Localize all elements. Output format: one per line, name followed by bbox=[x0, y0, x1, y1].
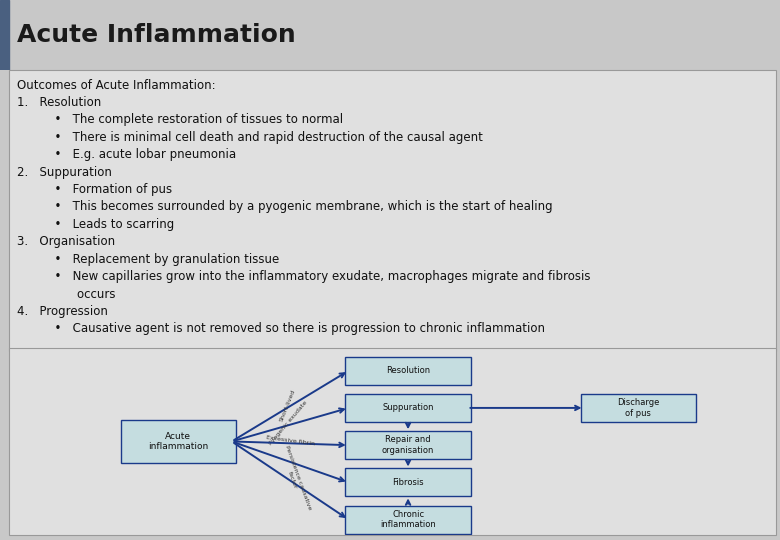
Bar bbox=[0, 0, 9, 70]
FancyBboxPatch shape bbox=[345, 394, 471, 422]
Text: Outcomes of Acute Inflammation:: Outcomes of Acute Inflammation: bbox=[17, 79, 215, 92]
FancyBboxPatch shape bbox=[345, 506, 471, 534]
Text: •   E.g. acute lobar pneumonia: • E.g. acute lobar pneumonia bbox=[17, 148, 236, 161]
FancyBboxPatch shape bbox=[345, 469, 471, 496]
Text: Pyogenic exudate: Pyogenic exudate bbox=[268, 400, 308, 446]
Text: Persistence causative
factor: Persistence causative factor bbox=[278, 445, 312, 512]
Text: Repair and
organisation: Repair and organisation bbox=[382, 435, 434, 455]
Text: •   Leads to scarring: • Leads to scarring bbox=[17, 218, 174, 231]
Text: Excessive fibrin: Excessive fibrin bbox=[266, 435, 315, 447]
Text: Chronic
inflammation: Chronic inflammation bbox=[380, 510, 436, 529]
Text: Suppuration: Suppuration bbox=[382, 403, 434, 413]
FancyBboxPatch shape bbox=[9, 348, 776, 535]
Text: •   This becomes surrounded by a pyogenic membrane, which is the start of healin: • This becomes surrounded by a pyogenic … bbox=[17, 200, 553, 213]
FancyBboxPatch shape bbox=[345, 431, 471, 459]
Text: 3.   Organisation: 3. Organisation bbox=[17, 235, 115, 248]
FancyBboxPatch shape bbox=[9, 70, 776, 351]
FancyBboxPatch shape bbox=[345, 357, 471, 384]
Text: •   There is minimal cell death and rapid destruction of the causal agent: • There is minimal cell death and rapid … bbox=[17, 131, 483, 144]
Text: Resolution: Resolution bbox=[386, 366, 430, 375]
Text: Short-lived: Short-lived bbox=[279, 388, 296, 422]
Text: •   Replacement by granulation tissue: • Replacement by granulation tissue bbox=[17, 253, 279, 266]
Text: Fibrosis: Fibrosis bbox=[392, 478, 424, 487]
Text: 2.   Suppuration: 2. Suppuration bbox=[17, 166, 112, 179]
Text: Acute
inflammation: Acute inflammation bbox=[148, 432, 208, 451]
FancyBboxPatch shape bbox=[121, 420, 236, 463]
Text: •   New capillaries grow into the inflammatory exudate, macrophages migrate and : • New capillaries grow into the inflamma… bbox=[17, 270, 590, 283]
Text: •   The complete restoration of tissues to normal: • The complete restoration of tissues to… bbox=[17, 113, 343, 126]
Text: occurs: occurs bbox=[17, 287, 115, 301]
Text: 4.   Progression: 4. Progression bbox=[17, 305, 108, 318]
Text: Acute Inflammation: Acute Inflammation bbox=[17, 23, 296, 47]
Text: •   Causative agent is not removed so there is progression to chronic inflammati: • Causative agent is not removed so ther… bbox=[17, 322, 545, 335]
Text: •   Formation of pus: • Formation of pus bbox=[17, 183, 172, 196]
Text: Discharge
of pus: Discharge of pus bbox=[617, 398, 659, 417]
FancyBboxPatch shape bbox=[580, 394, 696, 422]
Text: 1.   Resolution: 1. Resolution bbox=[17, 96, 101, 109]
